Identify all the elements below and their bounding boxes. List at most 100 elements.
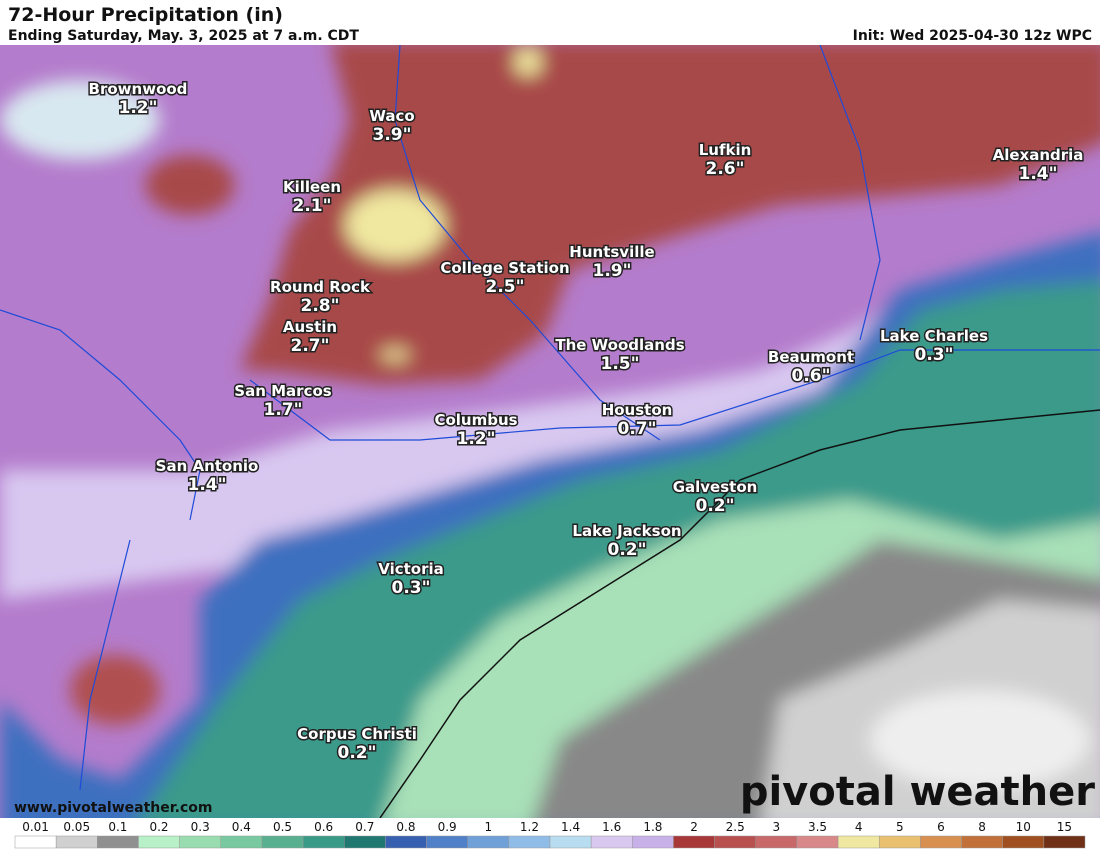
subtitle: Ending Saturday, May. 3, 2025 at 7 a.m. … bbox=[8, 28, 359, 44]
legend-label: 0.5 bbox=[273, 820, 292, 834]
legend-label: 0.4 bbox=[232, 820, 251, 834]
city-amount: 3.9" bbox=[373, 125, 412, 145]
city-amount: 2.8" bbox=[301, 296, 340, 316]
legend-label: 1.6 bbox=[602, 820, 621, 834]
city-name: Lake Charles bbox=[880, 327, 988, 345]
city-name: Austin bbox=[283, 318, 337, 336]
logo: pivotal weather bbox=[740, 769, 1095, 815]
legend-label: 0.1 bbox=[108, 820, 127, 834]
city-name: Round Rock bbox=[270, 278, 371, 296]
legend-swatch bbox=[920, 835, 962, 849]
init-time: Init: Wed 2025-04-30 12z WPC bbox=[853, 28, 1092, 44]
legend-swatch bbox=[549, 835, 592, 849]
legend-label: 0.6 bbox=[314, 820, 333, 834]
city-amount: 0.2" bbox=[608, 540, 647, 560]
city-amount: 2.6" bbox=[706, 159, 745, 179]
legend-label: 1.2 bbox=[520, 820, 539, 834]
city-name: Waco bbox=[369, 107, 414, 125]
legend-label: 1 bbox=[484, 820, 492, 834]
website: www.pivotalweather.com bbox=[14, 800, 213, 816]
legend-swatch bbox=[796, 835, 839, 849]
legend-swatch bbox=[1002, 835, 1045, 849]
legend-swatch bbox=[961, 835, 1003, 849]
legend-label: 4 bbox=[855, 820, 863, 834]
city-name: San Marcos bbox=[234, 382, 331, 400]
city-name: Lake Jackson bbox=[572, 522, 681, 540]
legend-swatch bbox=[467, 835, 510, 849]
legend-swatch bbox=[138, 835, 180, 849]
legend-label: 0.8 bbox=[396, 820, 415, 834]
city-amount: 0.2" bbox=[696, 496, 735, 516]
legend-label: 2 bbox=[690, 820, 698, 834]
city-name: Victoria bbox=[378, 560, 444, 578]
city-amount: 1.5" bbox=[601, 354, 640, 374]
legend-label: 10 bbox=[1016, 820, 1031, 834]
city-name: San Antonio bbox=[156, 457, 259, 475]
city-name: Houston bbox=[602, 401, 673, 419]
legend-swatch bbox=[714, 835, 757, 849]
city-amount: 0.3" bbox=[915, 345, 954, 365]
city-name: Beaumont bbox=[768, 348, 854, 366]
city-amount: 2.5" bbox=[486, 277, 525, 297]
legend-label: 0.2 bbox=[149, 820, 168, 834]
legend-label: 6 bbox=[937, 820, 945, 834]
legend-swatch bbox=[673, 835, 715, 849]
city-amount: 1.7" bbox=[264, 400, 303, 420]
legend-label: 0.7 bbox=[355, 820, 374, 834]
city-amount: 1.4" bbox=[1019, 164, 1058, 184]
legend-swatch bbox=[878, 835, 921, 849]
legend-swatch bbox=[426, 835, 468, 849]
legend-swatch bbox=[97, 835, 139, 849]
city-name: Corpus Christi bbox=[297, 725, 417, 743]
title: 72-Hour Precipitation (in) bbox=[8, 4, 283, 26]
city-name: Brownwood bbox=[89, 80, 188, 98]
legend-label: 5 bbox=[896, 820, 904, 834]
legend-label: 0.9 bbox=[438, 820, 457, 834]
legend-label: 0.01 bbox=[22, 820, 49, 834]
legend-swatch bbox=[590, 835, 633, 849]
legend-swatch bbox=[261, 835, 304, 849]
legend-swatch bbox=[755, 835, 798, 849]
legend-label: 0.3 bbox=[191, 820, 210, 834]
city-amount: 1.4" bbox=[188, 475, 227, 495]
city-name: The Woodlands bbox=[555, 336, 684, 354]
legend-label: 3.5 bbox=[808, 820, 827, 834]
legend-swatch bbox=[508, 835, 551, 849]
legend-label: 3 bbox=[773, 820, 781, 834]
legend-swatch bbox=[14, 835, 57, 849]
legend-swatch bbox=[55, 835, 98, 849]
city-name: Galveston bbox=[673, 478, 758, 496]
city-name: Killeen bbox=[283, 178, 341, 196]
city-amount: 0.3" bbox=[392, 578, 431, 598]
city-amount: 0.6" bbox=[792, 366, 831, 386]
city-amount: 2.1" bbox=[293, 196, 332, 216]
city-name: Alexandria bbox=[993, 146, 1084, 164]
legend-swatch bbox=[179, 835, 222, 849]
legend-swatch bbox=[302, 835, 345, 849]
legend-label: 1.8 bbox=[643, 820, 662, 834]
legend-swatch bbox=[343, 835, 386, 849]
city-amount: 2.7" bbox=[291, 336, 330, 356]
city-name: Columbus bbox=[434, 411, 517, 429]
legend-label: 1.4 bbox=[561, 820, 580, 834]
city-name: College Station bbox=[440, 259, 569, 277]
city-amount: 1.9" bbox=[593, 261, 632, 281]
legend-swatch bbox=[220, 835, 263, 849]
city-amount: 0.2" bbox=[338, 743, 377, 763]
legend-label: 0.05 bbox=[63, 820, 90, 834]
city-amount: 1.2" bbox=[457, 429, 496, 449]
city-name: Lufkin bbox=[699, 141, 752, 159]
legend-swatch bbox=[1043, 835, 1086, 849]
precip-field bbox=[0, 45, 1100, 818]
legend-label: 2.5 bbox=[726, 820, 745, 834]
legend-swatch bbox=[837, 835, 880, 849]
legend-label: 8 bbox=[978, 820, 986, 834]
legend-swatch bbox=[385, 835, 427, 849]
city-amount: 0.7" bbox=[618, 419, 657, 439]
legend-swatch bbox=[632, 835, 674, 849]
legend-label: 15 bbox=[1057, 820, 1072, 834]
city-name: Huntsville bbox=[569, 243, 654, 261]
city-amount: 1.2" bbox=[119, 98, 158, 118]
